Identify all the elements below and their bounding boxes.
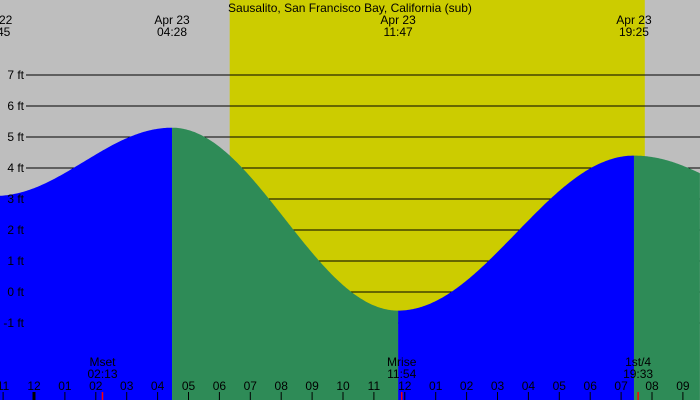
x-tick-label: 02 xyxy=(460,379,474,393)
rising-tide-area xyxy=(398,155,634,400)
x-tick-label: 05 xyxy=(553,379,567,393)
x-tick-label: 12 xyxy=(398,379,412,393)
x-tick-label: 06 xyxy=(584,379,598,393)
y-tick-label: 3 ft xyxy=(7,192,24,206)
x-tick-label: 03 xyxy=(491,379,505,393)
x-tick-label: 09 xyxy=(305,379,319,393)
extreme-date-label: Apr 23 xyxy=(380,13,416,27)
x-tick-label: 10 xyxy=(336,379,350,393)
x-tick-label: 12 xyxy=(27,379,41,393)
moon-event-time: 02:13 xyxy=(87,367,117,381)
moon-event-time: 11:54 xyxy=(387,367,416,381)
extreme-time-label: 19:25 xyxy=(619,25,649,39)
x-tick-label: 04 xyxy=(151,379,165,393)
extreme-date-label: Apr 23 xyxy=(616,13,652,27)
y-tick-label: 0 ft xyxy=(7,285,24,299)
moon-event-time: 19:33 xyxy=(623,367,653,381)
extreme-time-label: 04:28 xyxy=(157,25,187,39)
y-tick-label: 2 ft xyxy=(7,223,24,237)
x-tick-label: 08 xyxy=(645,379,659,393)
x-tick-label: 06 xyxy=(213,379,227,393)
x-tick-label: 02 xyxy=(89,379,103,393)
y-tick-label: 6 ft xyxy=(7,99,24,113)
x-tick-label: 08 xyxy=(275,379,289,393)
y-tick-label: 1 ft xyxy=(7,254,24,268)
x-tick-label: 09 xyxy=(676,379,690,393)
partial-time-label: 45 xyxy=(0,25,11,39)
rising-tide-area xyxy=(0,127,173,400)
x-tick-label: 04 xyxy=(522,379,536,393)
partial-date-label: 22 xyxy=(0,13,13,27)
x-tick-label: 07 xyxy=(244,379,258,393)
chart-title: Sausalito, San Francisco Bay, California… xyxy=(228,1,472,15)
moon-event-label: 1st/4 xyxy=(625,355,651,369)
y-tick-label: -1 ft xyxy=(3,316,24,330)
midnight-tick xyxy=(32,392,36,400)
falling-tide-area xyxy=(633,155,700,400)
x-tick-label: 07 xyxy=(614,379,628,393)
x-tick-label: 03 xyxy=(120,379,134,393)
moon-event-label: Mrise xyxy=(387,355,417,369)
falling-tide-area xyxy=(172,127,399,400)
x-tick-label: 11 xyxy=(0,379,10,393)
extreme-date-label: Apr 23 xyxy=(154,13,190,27)
x-tick-label: 01 xyxy=(429,379,443,393)
x-tick-label: 11 xyxy=(368,379,381,393)
y-tick-label: 5 ft xyxy=(7,130,24,144)
moon-event-label: Mset xyxy=(89,355,116,369)
x-tick-label: 01 xyxy=(58,379,72,393)
extreme-time-label: 11:47 xyxy=(384,25,413,39)
y-tick-label: 7 ft xyxy=(7,68,24,82)
x-tick-label: 05 xyxy=(182,379,196,393)
y-tick-label: 4 ft xyxy=(7,161,24,175)
